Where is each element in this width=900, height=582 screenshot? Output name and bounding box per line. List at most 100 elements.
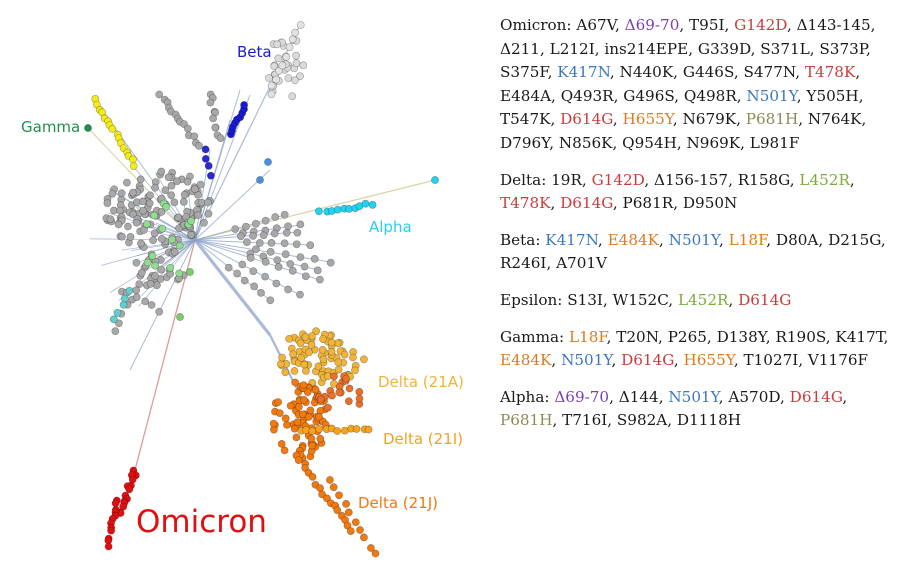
light-node xyxy=(278,61,287,70)
label-delta-21a: Delta (21A) xyxy=(378,373,464,391)
gray-node xyxy=(157,207,166,216)
delta-21a-node xyxy=(316,395,325,404)
phylogenetic-tree: Beta Gamma Alpha Delta (21A) Delta (21I)… xyxy=(21,21,464,558)
yellow-node xyxy=(129,155,137,164)
light-node xyxy=(267,81,276,90)
mutation: Δ69-70 xyxy=(624,16,680,34)
gray-node xyxy=(132,258,141,267)
label-beta: Beta xyxy=(237,43,272,61)
variant-alpha: Alpha: Δ69-70, Δ144, N501Y, A570D, D614G… xyxy=(500,387,848,430)
mutation: E484A xyxy=(500,86,552,105)
delta-21i-node xyxy=(340,426,349,435)
tree-node xyxy=(296,290,304,299)
mutation: A701V xyxy=(556,254,608,273)
beta-node xyxy=(206,171,215,180)
mutation: N501Y xyxy=(561,351,612,370)
delta-21j-node xyxy=(311,385,320,394)
mutation: L452R xyxy=(799,170,850,189)
variant-delta: Delta: 19R, G142D, Δ156-157, R158G, L452… xyxy=(500,170,855,213)
mutation: N501Y xyxy=(668,387,719,406)
tree-node xyxy=(246,253,255,262)
mutation: T547K xyxy=(500,110,551,129)
mutation: G496S xyxy=(623,86,675,105)
gray-node xyxy=(200,218,208,227)
mutation: W152C xyxy=(612,290,669,309)
delta-21j-node xyxy=(274,398,282,406)
gray-node xyxy=(146,191,154,200)
gray-node xyxy=(170,247,179,256)
delta-21a-node xyxy=(301,332,310,341)
mutation: K417N xyxy=(557,63,610,82)
mutation: T95I xyxy=(689,16,725,34)
light-node xyxy=(273,40,281,49)
tree-node xyxy=(261,272,269,281)
light-node xyxy=(288,35,297,44)
delta-21j-node xyxy=(329,483,338,492)
mutation: D80A xyxy=(775,230,819,249)
tree-node xyxy=(259,231,268,240)
gray-node xyxy=(196,180,205,189)
mutation: D215G xyxy=(828,230,881,249)
beta-node xyxy=(240,101,248,109)
gray-node xyxy=(190,185,199,194)
teal-node xyxy=(125,286,134,295)
branch-line xyxy=(194,24,301,241)
mutation: L452R xyxy=(677,290,729,309)
gray-node xyxy=(135,280,144,288)
gray-node xyxy=(140,226,148,234)
gray-node xyxy=(167,181,176,190)
mutation: N501Y xyxy=(746,86,797,105)
gray-node xyxy=(128,188,137,197)
gray-node xyxy=(118,232,126,241)
tree-node xyxy=(270,229,279,238)
gray-node xyxy=(126,232,135,241)
label-gamma: Gamma xyxy=(21,118,80,136)
gray-node xyxy=(155,307,164,316)
delta-21j-node xyxy=(366,544,375,552)
tree-node xyxy=(238,260,247,269)
omicron-node xyxy=(125,485,134,494)
light-node xyxy=(267,90,276,99)
variant-beta: Beta: K417N, E484K, N501Y, L18F, D80A, D… xyxy=(500,230,886,273)
gray-node xyxy=(164,173,173,182)
teal-node xyxy=(119,300,128,309)
delta-21a-node xyxy=(307,332,316,340)
variant-name: Delta xyxy=(500,170,542,189)
delta-21i-node xyxy=(352,425,361,433)
tree-node xyxy=(273,256,282,264)
tree-node xyxy=(271,213,280,221)
light-node xyxy=(299,61,308,70)
delta-21a-node xyxy=(307,340,316,349)
gray-node xyxy=(147,301,156,309)
light-node xyxy=(296,72,304,81)
mutation: D614G xyxy=(621,351,674,370)
gray-node xyxy=(170,198,179,207)
beta-node xyxy=(201,145,210,154)
green-node xyxy=(166,263,175,272)
branch-line xyxy=(194,239,271,301)
mutation: L212I xyxy=(549,39,595,58)
gray-node xyxy=(136,175,145,184)
gray-node xyxy=(146,279,155,288)
gray-node xyxy=(108,189,117,198)
yellow-node xyxy=(129,162,138,170)
mutation: N856K xyxy=(558,133,613,152)
tree-node xyxy=(284,222,292,231)
mutation: S477N xyxy=(743,63,796,82)
mutation: H655Y xyxy=(622,110,673,129)
mutation: D614G xyxy=(738,290,792,309)
green-node xyxy=(148,252,157,260)
mutation: D796Y xyxy=(500,133,550,152)
light-node xyxy=(285,43,294,52)
light-node xyxy=(282,53,291,61)
green-node xyxy=(168,235,176,244)
delta-21a-node xyxy=(319,335,327,343)
mutation: S371L xyxy=(760,39,810,58)
gray-node xyxy=(132,286,141,295)
mutation: T716I xyxy=(562,411,608,430)
tree-node xyxy=(261,216,270,225)
mutation: E484K xyxy=(500,351,552,370)
label-delta-21j: Delta (21J) xyxy=(358,494,438,512)
gray-node xyxy=(155,90,164,99)
variant-name: Epsilon xyxy=(500,290,558,309)
